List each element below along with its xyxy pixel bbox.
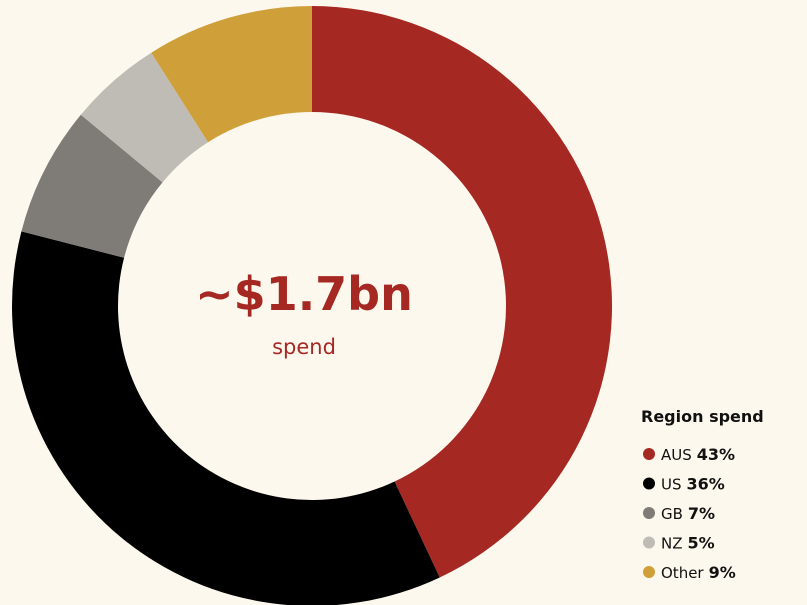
legend-swatch bbox=[643, 477, 655, 490]
legend-entry: US 36% bbox=[661, 475, 725, 494]
legend-entry: Other 9% bbox=[661, 563, 736, 582]
legend-label: GB bbox=[661, 505, 683, 523]
legend-label: Other bbox=[661, 564, 704, 582]
legend-value: 36% bbox=[687, 475, 725, 494]
legend-label: NZ bbox=[661, 535, 683, 553]
legend-swatch bbox=[643, 507, 655, 519]
slice bbox=[312, 6, 612, 578]
legend-swatch bbox=[643, 448, 655, 460]
slice bbox=[80, 52, 209, 183]
slice bbox=[151, 6, 312, 143]
legend-swatch bbox=[643, 536, 655, 549]
slice bbox=[21, 114, 163, 258]
legend-swatch bbox=[643, 566, 655, 578]
legend-label: AUS bbox=[661, 446, 692, 464]
legend-entry: AUS 43% bbox=[661, 445, 735, 464]
slice bbox=[12, 231, 440, 605]
center-title: ~$1.7bn bbox=[195, 267, 413, 321]
legend-value: 7% bbox=[688, 504, 715, 523]
legend-label: US bbox=[661, 476, 682, 494]
legend-entry: GB 7% bbox=[661, 504, 715, 523]
legend-value: 5% bbox=[688, 534, 715, 553]
donut bbox=[12, 6, 612, 605]
legend: AUS 43% US 36%GB 7% NZ 5% Other 9% bbox=[643, 445, 736, 582]
legend-value: 43% bbox=[697, 445, 735, 464]
legend-value: 9% bbox=[709, 563, 736, 582]
legend-entry: NZ 5% bbox=[661, 534, 715, 553]
legend-title: Region spend bbox=[641, 407, 764, 426]
center-subtitle: spend bbox=[272, 335, 336, 359]
